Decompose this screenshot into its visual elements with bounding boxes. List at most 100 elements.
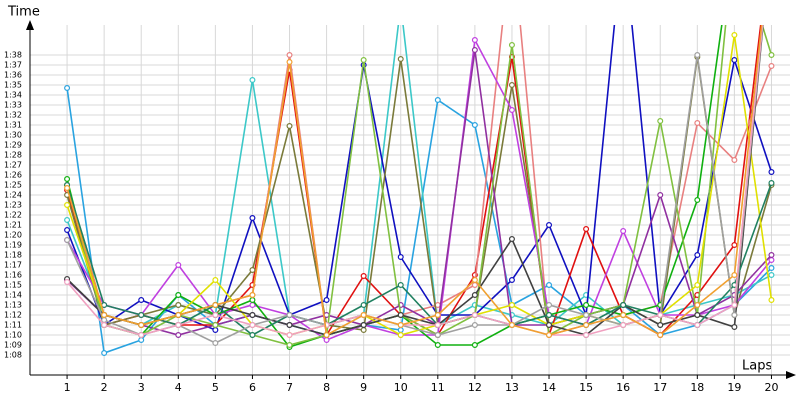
y-tick-label: 1:12: [4, 311, 22, 320]
x-tick-label: 19: [727, 381, 741, 394]
y-tick-label: 1:26: [4, 171, 22, 180]
y-tick-label: 1:37: [4, 61, 22, 70]
x-tick-label: 14: [542, 381, 556, 394]
point: [620, 302, 627, 309]
point: [249, 297, 256, 304]
point: [434, 332, 441, 339]
point: [64, 217, 71, 224]
point: [508, 81, 515, 88]
point: [508, 277, 515, 284]
point: [249, 267, 256, 274]
point: [286, 58, 293, 65]
series-line: [66, 182, 773, 336]
x-tick-label: 9: [360, 381, 367, 394]
point: [694, 252, 701, 259]
point: [731, 312, 738, 319]
point: [471, 277, 478, 284]
point: [471, 282, 478, 289]
point: [657, 117, 664, 124]
point: [360, 56, 367, 63]
point: [286, 122, 293, 129]
point: [212, 277, 219, 284]
point: [397, 55, 404, 62]
point: [546, 222, 553, 229]
x-tick-label: 7: [286, 381, 293, 394]
series-line: [66, 25, 773, 332]
point: [175, 322, 182, 329]
y-tick-label: 1:25: [4, 181, 22, 190]
point: [508, 41, 515, 48]
point: [138, 312, 145, 319]
y-tick-label: 1:33: [4, 101, 22, 110]
point: [64, 185, 71, 192]
y-tick-label: 1:23: [4, 201, 22, 210]
point: [249, 312, 256, 319]
point: [64, 84, 71, 91]
point: [64, 279, 71, 286]
point: [212, 302, 219, 309]
point: [360, 312, 367, 319]
point: [471, 312, 478, 319]
y-tick-label: 1:19: [4, 241, 22, 250]
point: [694, 312, 701, 319]
y-tick-label: 1:31: [4, 121, 22, 130]
point: [471, 292, 478, 299]
point: [583, 322, 590, 329]
x-tick-label: 12: [468, 381, 482, 394]
point: [398, 3, 403, 8]
x-tick-label: 3: [138, 381, 145, 394]
point: [249, 215, 256, 222]
y-tick-label: 1:21: [4, 221, 22, 230]
x-tick-label: 20: [764, 381, 778, 394]
point: [397, 254, 404, 261]
x-tick-label: 8: [323, 381, 330, 394]
point: [286, 342, 293, 349]
point: [768, 265, 775, 272]
x-arrow: [786, 371, 796, 379]
y-tick-label: 1:20: [4, 231, 22, 240]
y-tick-label: 1:28: [4, 151, 22, 160]
point: [397, 327, 404, 334]
point: [138, 332, 145, 339]
point: [620, 322, 627, 329]
point: [397, 282, 404, 289]
y-arrow: [26, 20, 34, 30]
point: [657, 332, 664, 339]
point: [768, 180, 775, 187]
point: [768, 297, 775, 304]
point: [434, 342, 441, 349]
point: [583, 312, 590, 319]
point: [657, 312, 664, 319]
point: [768, 272, 775, 279]
point: [101, 317, 108, 324]
y-tick-label: 1:35: [4, 81, 22, 90]
point: [138, 337, 145, 344]
y-tick-label: 1:09: [4, 341, 22, 350]
x-tick-label: 13: [505, 381, 519, 394]
point: [583, 332, 590, 339]
y-axis-label: Time: [7, 5, 40, 20]
point: [546, 322, 553, 329]
point: [175, 312, 182, 319]
y-tick-label: 1:32: [4, 111, 22, 120]
point: [212, 327, 219, 334]
point: [731, 272, 738, 279]
point: [212, 312, 219, 319]
point: [546, 312, 553, 319]
point: [694, 302, 701, 309]
point: [286, 51, 293, 58]
x-tick-label: 6: [249, 381, 256, 394]
point: [64, 176, 71, 183]
x-tick-label: 18: [690, 381, 704, 394]
point: [694, 197, 701, 204]
y-tick-label: 1:34: [4, 91, 22, 100]
series-line: [66, 87, 773, 355]
point: [434, 96, 441, 103]
point: [360, 327, 367, 334]
point: [694, 51, 701, 58]
point: [249, 332, 256, 339]
point: [546, 282, 553, 289]
point: [694, 119, 701, 126]
point: [768, 62, 775, 69]
x-tick-label: 11: [431, 381, 445, 394]
